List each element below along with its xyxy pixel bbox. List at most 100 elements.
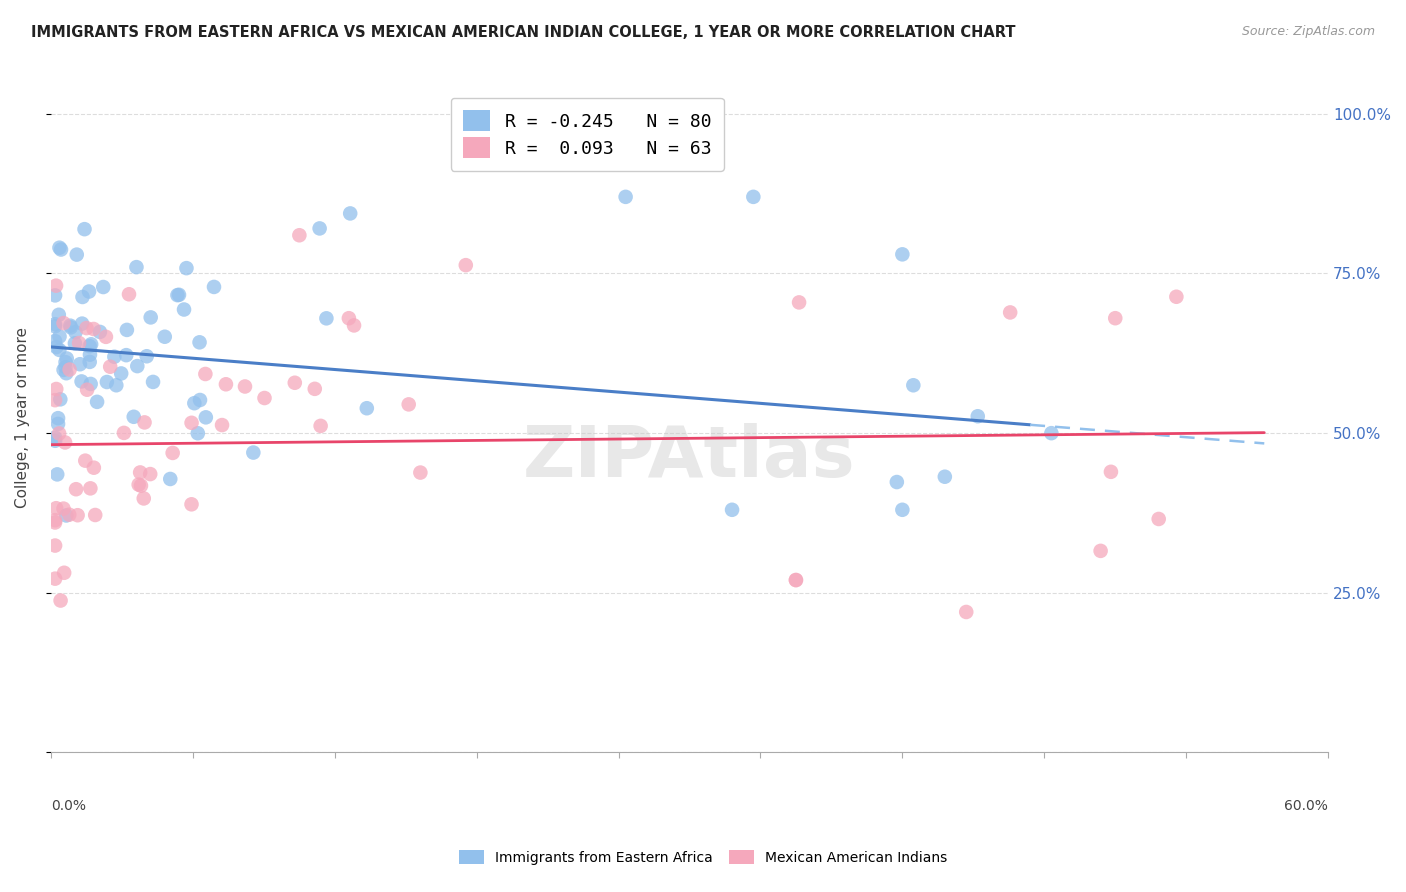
Point — [79, 376, 101, 391]
Point — [105, 378, 128, 392]
Point — [86, 395, 108, 409]
Point — [183, 396, 205, 410]
Point — [934, 469, 956, 483]
Point — [188, 392, 211, 407]
Point — [253, 391, 276, 405]
Point — [96, 375, 118, 389]
Point — [44, 288, 66, 302]
Point — [139, 467, 162, 481]
Text: IMMIGRANTS FROM EASTERN AFRICA VS MEXICAN AMERICAN INDIAN COLLEGE, 1 YEAR OR MOR: IMMIGRANTS FROM EASTERN AFRICA VS MEXICA… — [31, 25, 1015, 40]
Point — [48, 329, 70, 343]
Text: 60.0%: 60.0% — [1284, 799, 1329, 814]
Point — [787, 295, 810, 310]
Point — [44, 434, 66, 448]
Point — [125, 260, 148, 274]
Point — [76, 383, 98, 397]
Point — [122, 409, 145, 424]
Point — [288, 228, 311, 243]
Point — [89, 325, 111, 339]
Point — [66, 508, 89, 523]
Point — [118, 287, 141, 301]
Point — [998, 305, 1021, 319]
Point — [59, 320, 82, 334]
Point — [721, 503, 744, 517]
Point — [66, 247, 89, 261]
Point — [49, 243, 72, 257]
Point — [63, 336, 86, 351]
Point — [70, 375, 93, 389]
Point — [73, 222, 96, 236]
Point — [454, 258, 477, 272]
Point — [1099, 465, 1122, 479]
Text: 0.0%: 0.0% — [51, 799, 86, 814]
Point — [211, 418, 233, 433]
Point — [215, 377, 238, 392]
Point — [44, 539, 66, 553]
Point — [187, 426, 209, 441]
Point — [132, 491, 155, 506]
Point — [891, 247, 914, 261]
Point — [176, 261, 198, 276]
Point — [77, 285, 100, 299]
Point — [337, 311, 360, 326]
Point — [129, 479, 152, 493]
Point — [339, 206, 361, 220]
Point — [886, 475, 908, 489]
Point — [44, 572, 66, 586]
Point — [55, 355, 77, 369]
Point — [45, 501, 67, 516]
Point — [409, 466, 432, 480]
Point — [46, 411, 69, 425]
Point — [162, 446, 184, 460]
Point — [153, 330, 176, 344]
Point — [142, 375, 165, 389]
Point — [1166, 290, 1188, 304]
Text: Source: ZipAtlas.com: Source: ZipAtlas.com — [1241, 25, 1375, 38]
Point — [79, 339, 101, 353]
Point — [44, 393, 66, 408]
Point — [115, 348, 138, 362]
Point — [614, 190, 637, 204]
Point — [45, 340, 67, 354]
Point — [159, 472, 181, 486]
Point — [194, 410, 217, 425]
Point — [48, 308, 70, 322]
Point — [167, 288, 190, 302]
Point — [955, 605, 977, 619]
Point — [48, 426, 70, 441]
Point — [76, 321, 98, 335]
Point — [343, 318, 366, 333]
Point — [128, 477, 150, 491]
Point — [69, 357, 91, 371]
Y-axis label: College, 1 year or more: College, 1 year or more — [15, 326, 30, 508]
Point — [48, 343, 70, 357]
Point — [166, 288, 188, 302]
Point — [173, 302, 195, 317]
Text: ZIPAtlas: ZIPAtlas — [523, 423, 856, 491]
Point — [304, 382, 326, 396]
Point — [70, 317, 93, 331]
Legend: Immigrants from Eastern Africa, Mexican American Indians: Immigrants from Eastern Africa, Mexican … — [451, 843, 955, 871]
Point — [46, 417, 69, 431]
Point — [46, 467, 69, 482]
Point — [45, 278, 67, 293]
Point — [742, 190, 765, 204]
Point — [67, 336, 90, 351]
Point — [134, 416, 156, 430]
Point — [284, 376, 307, 390]
Point — [49, 593, 72, 607]
Point — [903, 378, 925, 392]
Point — [52, 363, 75, 377]
Point — [180, 497, 202, 511]
Point — [891, 503, 914, 517]
Point — [129, 466, 152, 480]
Point — [44, 431, 66, 445]
Point — [53, 566, 76, 580]
Point — [127, 359, 149, 373]
Point — [242, 445, 264, 459]
Point — [55, 360, 77, 375]
Legend: R = -0.245   N = 80, R =  0.093   N = 63: R = -0.245 N = 80, R = 0.093 N = 63 — [450, 97, 724, 171]
Point — [65, 325, 87, 339]
Point — [308, 221, 330, 235]
Point — [55, 351, 77, 366]
